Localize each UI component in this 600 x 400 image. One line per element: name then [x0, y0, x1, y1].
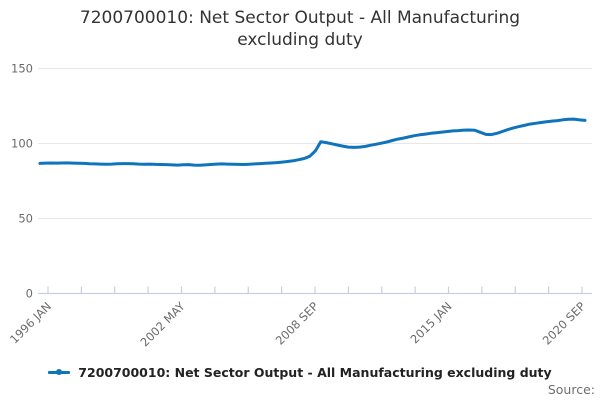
legend-series-dot-icon — [56, 369, 63, 375]
y-axis-tick-label: 150 — [11, 62, 33, 76]
y-axis-tick-label: 100 — [11, 137, 33, 151]
x-axis-tick-label: 2020 SEP — [540, 299, 588, 347]
source-label: Source: — [547, 382, 595, 397]
series-line — [38, 117, 587, 167]
y-axis-tick-label: 50 — [18, 212, 33, 226]
chart-canvas: 0 50 100 150 1996 JAN 2002 MAY 2008 SEP 2015 JA… — [7, 62, 592, 350]
y-axis-tick-label: 0 — [26, 287, 33, 301]
x-axis-tick-label: 1996 JAN — [7, 299, 54, 346]
x-axis-tick-label: 2002 MAY — [138, 299, 189, 350]
legend-series-label: 7200700010: Net Sector Output - All Manu… — [78, 364, 552, 380]
chart-title: 7200700010: Net Sector Output - All Manu… — [79, 8, 521, 50]
legend[interactable]: 7200700010: Net Sector Output - All Manu… — [0, 363, 600, 381]
legend-series-marker-icon — [48, 369, 71, 375]
x-axis-tick-label: 2008 SEP — [273, 299, 321, 347]
x-axis-tick-label: 2015 JAN — [408, 299, 455, 346]
